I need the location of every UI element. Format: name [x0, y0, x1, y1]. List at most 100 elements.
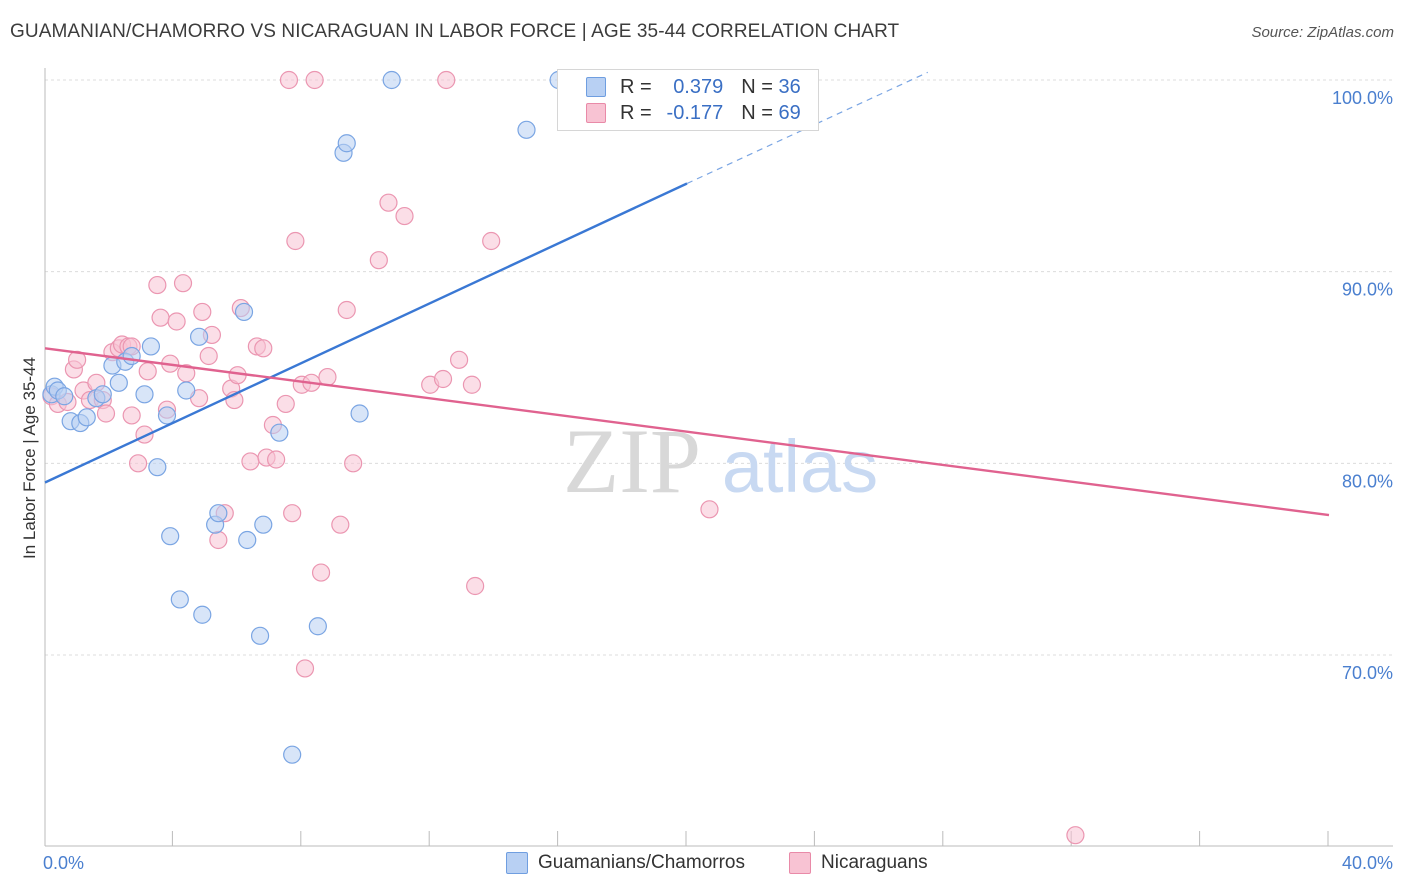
nicaraguan-point: [128, 454, 148, 473]
y-tick-label: 80.0%: [1342, 471, 1393, 491]
guamanian-point: [141, 337, 161, 356]
x-tick-labels: 0.0% 40.0%: [43, 853, 1393, 873]
guamanian-point: [189, 327, 209, 346]
stats-legend: R = 0.379 N = 36 R = -0.177 N = 69: [557, 69, 819, 131]
x-tick-label: 40.0%: [1342, 853, 1393, 873]
nicaraguan-point: [241, 452, 260, 471]
guamanian-trend-line: [44, 182, 688, 484]
guamanian-point: [55, 387, 74, 406]
y-axis-label: In Labor Force | Age 35-44: [20, 357, 39, 559]
bottom-legend-nicaraguan: Nicaraguans: [789, 852, 928, 874]
nicaraguan-point: [466, 576, 485, 596]
nicaraguan-point: [173, 274, 193, 293]
nicaraguan-point: [482, 231, 501, 251]
guamanian-point: [135, 385, 154, 404]
watermark-zip: ZIP: [563, 410, 701, 512]
nicaraguan-point: [311, 563, 331, 582]
nicaraguan-point: [369, 251, 388, 270]
legend-r-label: R =: [620, 101, 652, 124]
guamanian-point: [270, 423, 289, 442]
nicaraguan-point: [331, 515, 350, 534]
y-tick-label: 100.0%: [1332, 88, 1393, 108]
nicaraguan-point: [96, 404, 116, 423]
guamanian-point: [170, 590, 189, 609]
legend-row-guamanian: R = 0.379 N = 36: [558, 74, 801, 100]
y-tick-label: 70.0%: [1342, 663, 1393, 683]
bottom-legend-label-guamanian: Guamanians/Chamorros: [538, 852, 745, 873]
chart-title: GUAMANIAN/CHAMORRO VS NICARAGUAN IN LABO…: [10, 21, 900, 42]
guamanian-point: [157, 406, 177, 425]
guamanian-point: [350, 404, 369, 423]
nicaraguan-point: [199, 346, 218, 366]
legend-n-value-nicaraguan: 69: [778, 101, 801, 124]
gridlines: [45, 79, 1393, 656]
source-label: Source: ZipAtlas.com: [1251, 24, 1394, 41]
nicaraguan-point: [209, 530, 228, 550]
nicaraguan-point: [267, 450, 286, 469]
nicaraguan-point: [138, 362, 157, 381]
nicaraguan-point: [700, 500, 719, 519]
guamanian-point: [308, 617, 327, 636]
guamanian-point: [77, 408, 96, 427]
guamanian-point: [382, 70, 401, 90]
y-tick-label: 90.0%: [1342, 280, 1393, 300]
bottom-legend-guamanian: Guamanians/Chamorros: [506, 852, 745, 874]
guamanian-point: [238, 530, 257, 550]
nicaraguan-point: [395, 206, 414, 226]
legend-n-label: N =: [741, 75, 773, 98]
guamanian-point: [193, 605, 212, 624]
nicaraguan-point: [148, 275, 167, 295]
guamanian-point: [234, 302, 254, 322]
nicaraguan-point: [337, 300, 356, 320]
guamanian-point: [250, 626, 270, 645]
guamanian-point: [254, 515, 273, 534]
bottom-legend-swatch-guamanian: [506, 852, 528, 874]
legend-swatch-guamanian: [586, 77, 606, 97]
nicaraguan-point: [344, 454, 363, 473]
legend-n-value-guamanian: 36: [778, 75, 801, 98]
nicaraguan-point: [254, 339, 273, 358]
legend-r-label: R =: [620, 75, 652, 98]
nicaraguan-point: [279, 70, 299, 90]
nicaraguan-point: [122, 406, 141, 425]
nicaraguan-point: [462, 375, 482, 394]
bottom-legend-label-nicaraguan: Nicaraguans: [821, 852, 928, 873]
nicaraguan-point: [437, 70, 456, 90]
guamanian-point: [109, 373, 128, 392]
nicaraguan-point: [295, 659, 315, 678]
guamanian-point: [161, 527, 180, 546]
nicaraguan-point: [286, 231, 305, 251]
legend-r-value-guamanian: 0.379: [673, 75, 724, 98]
guamanian-point: [177, 381, 196, 400]
guamanian-point: [337, 134, 356, 153]
guamanian-point: [517, 120, 536, 139]
guamanian-point: [283, 745, 302, 764]
legend-swatch-nicaraguan: [586, 103, 606, 123]
nicaraguan-point: [379, 193, 398, 212]
guamanian-point: [209, 504, 228, 523]
nicaraguan-point: [1066, 826, 1085, 845]
legend-row-nicaraguan: R = -0.177 N = 69: [558, 100, 801, 126]
y-tick-labels: 100.0% 90.0% 80.0% 70.0%: [1332, 88, 1393, 683]
guamanian-point: [93, 385, 112, 404]
legend-n-label: N =: [741, 101, 773, 124]
guamanian-point: [148, 458, 167, 477]
nicaraguan-point: [305, 70, 324, 90]
nicaraguan-point: [449, 350, 469, 369]
x-tick-label: 0.0%: [43, 853, 84, 873]
axes: [44, 68, 1393, 847]
guamanian-points: [42, 70, 568, 764]
nicaraguan-point: [283, 504, 302, 523]
nicaraguan-point: [433, 369, 453, 389]
guamanian-point: [122, 346, 141, 366]
nicaraguan-trend-line: [44, 347, 1330, 517]
watermark-atlas: atlas: [722, 425, 878, 508]
nicaraguan-point: [167, 312, 186, 331]
nicaraguan-point: [151, 308, 170, 327]
nicaraguan-point: [193, 302, 212, 322]
bottom-legend-swatch-nicaraguan: [789, 852, 811, 874]
nicaraguan-point: [318, 367, 337, 387]
legend-r-value-nicaraguan: -0.177: [666, 101, 724, 124]
nicaraguan-point: [276, 394, 295, 414]
